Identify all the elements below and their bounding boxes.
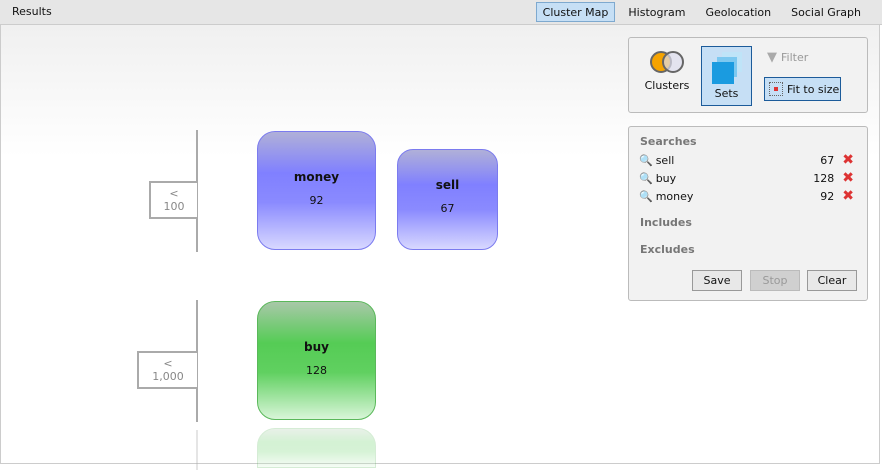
- search-count: 128: [813, 171, 835, 185]
- tab-social-graph[interactable]: Social Graph: [791, 6, 861, 19]
- filter-icon: ▼: [767, 50, 777, 65]
- node-name: money: [293, 170, 340, 184]
- cluster-node-sell[interactable]: sell 67: [397, 149, 498, 250]
- search-count: 92: [820, 189, 835, 203]
- clear-button[interactable]: Clear: [807, 270, 857, 291]
- fit-to-size-icon: [769, 82, 783, 96]
- save-button[interactable]: Save: [692, 270, 742, 291]
- searches-panel: Searches 🔍 sell 67 ✖ 🔍 buy 128 ✖ 🔍 money 92 ✖ Inc…: [628, 126, 868, 301]
- fit-to-size-button[interactable]: Fit to size: [764, 77, 841, 101]
- clusters-label: Clusters: [644, 79, 690, 92]
- remove-icon[interactable]: ✖: [842, 188, 854, 204]
- group-label: < 1,000: [137, 351, 197, 389]
- node-name: buy: [304, 340, 329, 354]
- node-name: sell: [435, 178, 460, 192]
- search-item[interactable]: 🔍 money 92 ✖: [639, 187, 854, 205]
- search-term: sell: [655, 153, 675, 167]
- search-count: 67: [820, 153, 835, 167]
- clusters-icon: [650, 51, 684, 73]
- remove-icon[interactable]: ✖: [842, 170, 854, 186]
- view-toolbar: Clusters Sets ▼ Filter Fit to size: [628, 37, 868, 113]
- search-term: money: [655, 189, 694, 203]
- node-count: 128: [306, 364, 327, 377]
- tab-cluster-map[interactable]: Cluster Map: [535, 2, 616, 22]
- excludes-header: Excludes: [640, 243, 695, 256]
- sets-icon: [711, 52, 742, 84]
- sets-label: Sets: [714, 87, 739, 100]
- results-title: Results: [12, 5, 52, 18]
- node-reflection: [257, 428, 376, 468]
- group-brace: [181, 300, 198, 422]
- search-term: buy: [655, 171, 677, 185]
- fit-to-size-label: Fit to size: [787, 82, 840, 96]
- search-icon: 🔍: [639, 171, 653, 185]
- filter-button[interactable]: ▼ Filter: [767, 50, 808, 65]
- search-icon: 🔍: [639, 153, 653, 167]
- cluster-node-buy[interactable]: buy 128: [257, 301, 376, 420]
- clusters-button[interactable]: Clusters: [639, 48, 695, 104]
- group-label: < 100: [149, 181, 197, 219]
- top-bar: Results Cluster Map Histogram Geolocatio…: [0, 0, 882, 25]
- remove-icon[interactable]: ✖: [842, 152, 854, 168]
- includes-header: Includes: [640, 216, 692, 229]
- tab-histogram[interactable]: Histogram: [628, 6, 686, 19]
- tab-geolocation[interactable]: Geolocation: [705, 6, 772, 19]
- node-count: 67: [440, 202, 455, 215]
- search-item[interactable]: 🔍 buy 128 ✖: [639, 169, 854, 187]
- view-tabs: Cluster Map Histogram Geolocation Social…: [530, 2, 868, 22]
- search-icon: 🔍: [639, 189, 653, 203]
- search-item[interactable]: 🔍 sell 67 ✖: [639, 151, 854, 169]
- stop-button[interactable]: Stop: [750, 270, 800, 291]
- filter-label: Filter: [781, 51, 809, 64]
- group-brace: [181, 130, 198, 252]
- sets-button[interactable]: Sets: [701, 46, 752, 106]
- group-brace-reflection: [181, 430, 198, 470]
- searches-header: Searches: [640, 135, 697, 148]
- node-count: 92: [309, 194, 324, 207]
- cluster-node-money[interactable]: money 92: [257, 131, 376, 250]
